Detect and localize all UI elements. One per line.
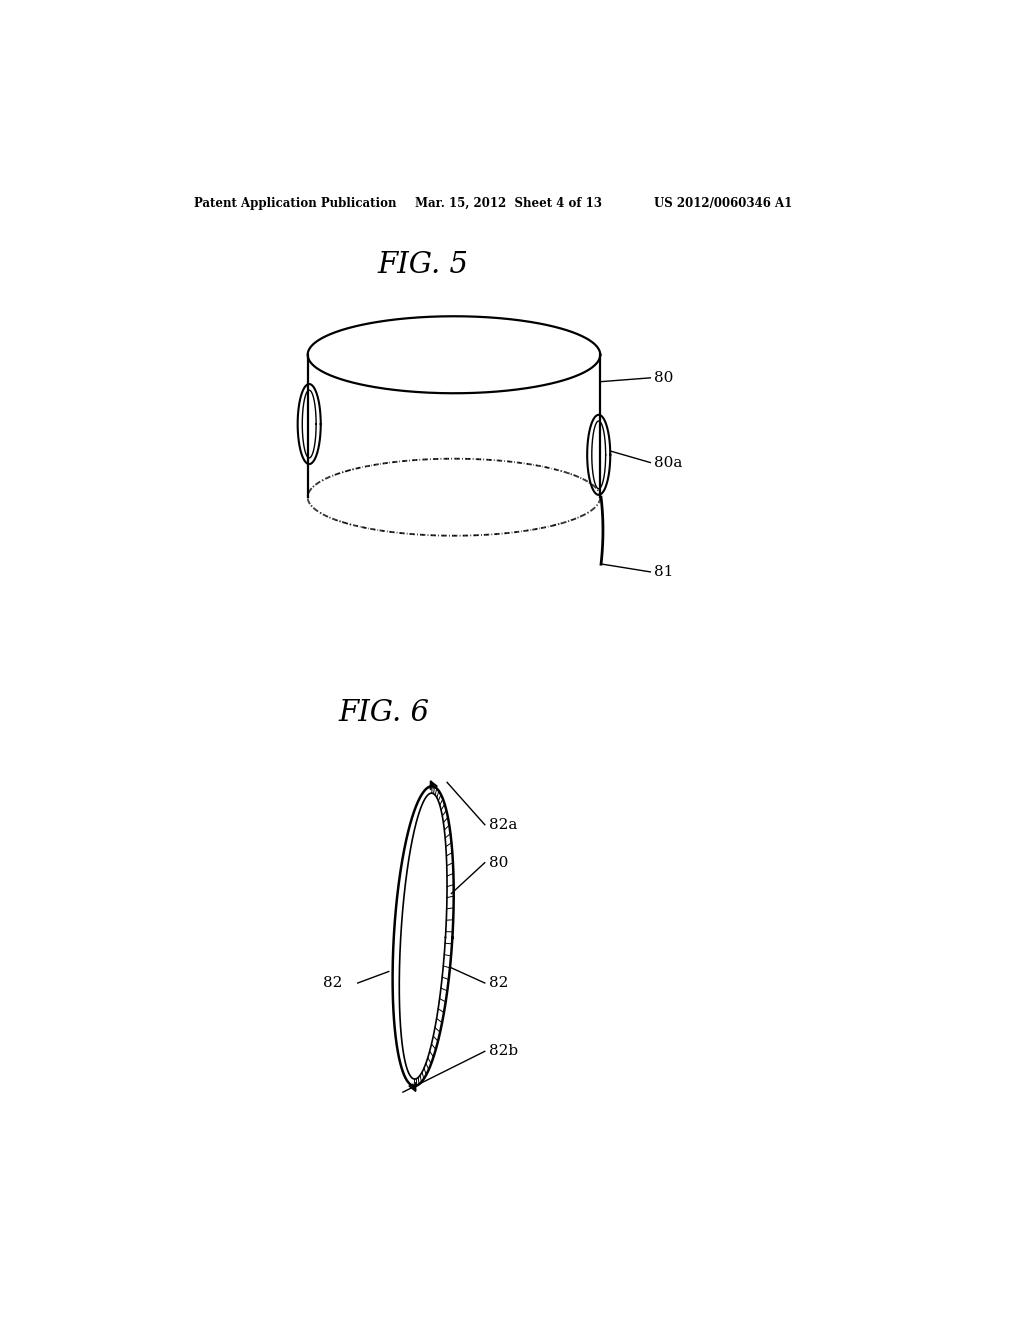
Text: 82a: 82a [488,817,517,832]
Text: 80a: 80a [654,455,683,470]
Text: FIG. 6: FIG. 6 [339,698,429,727]
Text: 80: 80 [654,371,674,385]
Text: FIG. 5: FIG. 5 [377,251,468,279]
Text: Patent Application Publication: Patent Application Publication [195,197,397,210]
Text: 82b: 82b [488,1044,518,1059]
Text: 80: 80 [488,855,508,870]
Text: 82: 82 [488,975,508,990]
Text: Mar. 15, 2012  Sheet 4 of 13: Mar. 15, 2012 Sheet 4 of 13 [416,197,602,210]
Text: 82: 82 [323,975,342,990]
Text: US 2012/0060346 A1: US 2012/0060346 A1 [654,197,793,210]
Text: 81: 81 [654,565,674,579]
